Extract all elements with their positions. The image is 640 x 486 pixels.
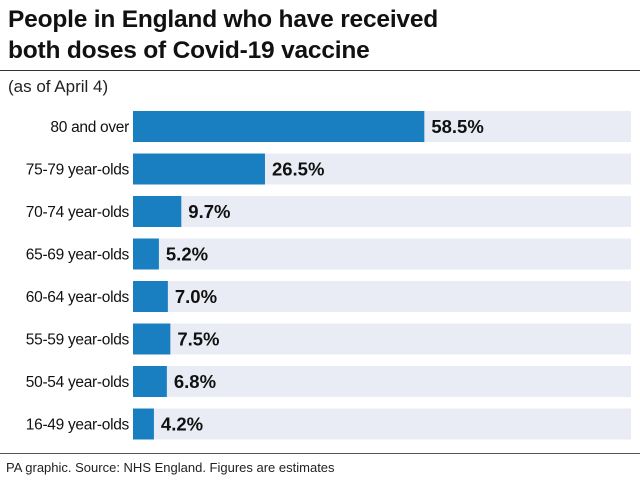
title-divider — [0, 70, 640, 71]
source-note: PA graphic. Source: NHS England. Figures… — [6, 460, 335, 475]
bar — [133, 153, 265, 185]
bar — [133, 366, 167, 397]
value-label: 4.2% — [161, 414, 203, 435]
value-label: 26.5% — [272, 159, 324, 180]
value-label: 5.2% — [166, 244, 208, 265]
value-label: 9.7% — [188, 201, 230, 222]
bar — [133, 111, 425, 142]
category-label: 80 and over — [50, 119, 129, 136]
category-label: 60-64 year-olds — [26, 289, 130, 306]
bar-track — [133, 323, 631, 355]
bar — [133, 281, 168, 312]
bar-track — [133, 366, 631, 397]
bar — [133, 408, 154, 440]
chart-subtitle: (as of April 4) — [8, 77, 109, 96]
value-label: 58.5% — [431, 116, 483, 137]
bar-chart: 80 and over 58.5% 75-79 year-olds 26.5% 70-7… — [26, 111, 631, 440]
value-label: 7.0% — [175, 286, 217, 307]
bar-track — [133, 408, 631, 440]
bar-track — [133, 238, 631, 270]
category-label: 70-74 year-olds — [26, 204, 130, 221]
chart-title-line-2: both doses of Covid-19 vaccine — [8, 37, 370, 64]
bar — [133, 196, 182, 227]
bar-track — [133, 281, 631, 312]
bar-track — [133, 196, 631, 227]
value-label: 7.5% — [177, 329, 219, 350]
category-label: 65-69 year-olds — [26, 247, 130, 264]
category-label: 55-59 year-olds — [26, 332, 130, 349]
footer-divider — [0, 453, 640, 454]
bar — [133, 238, 159, 270]
chart-title-line-1: People in England who have received — [8, 6, 439, 33]
category-label: 50-54 year-olds — [26, 374, 130, 391]
category-label: 75-79 year-olds — [26, 162, 130, 179]
chart-title: People in England who have received both… — [8, 4, 628, 66]
bar — [133, 323, 171, 355]
value-label: 6.8% — [174, 371, 216, 392]
category-label: 16-49 year-olds — [26, 417, 130, 434]
